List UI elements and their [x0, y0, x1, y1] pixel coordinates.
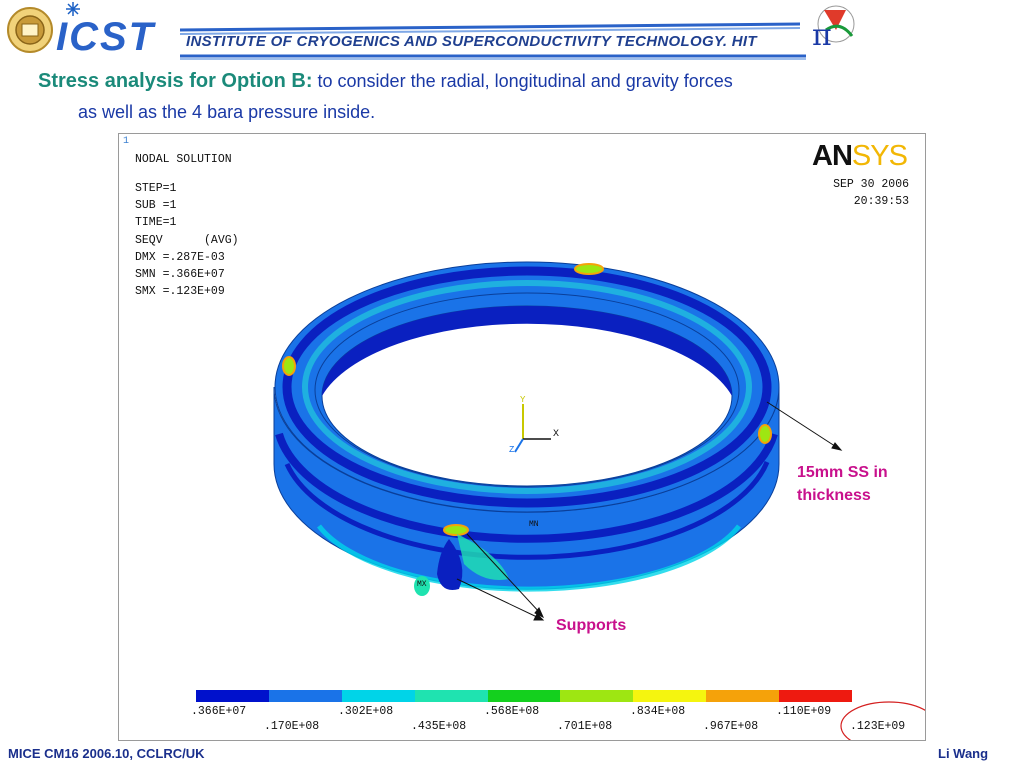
slide-title-line2: as well as the 4 bara pressure inside. — [78, 102, 376, 122]
ring-stress-plot: Y X Z MN MX — [273, 261, 925, 740]
support-region — [457, 534, 509, 580]
solution-title: NODAL SOLUTION — [135, 153, 232, 166]
legend-tick-label: .967E+08 — [703, 720, 759, 733]
svg-text:ICST: ICST — [56, 15, 157, 59]
ansys-logo-sys: SYS — [851, 140, 908, 172]
pi-symbol: π — [812, 18, 832, 53]
legend-tick-label: .110E+09 — [776, 705, 832, 718]
param-dmx: DMX =.287E-03 — [135, 250, 225, 264]
axis-triad: Y X Z — [509, 395, 559, 455]
param-step: STEP=1 — [135, 182, 177, 195]
axis-z-label: Z — [509, 445, 515, 455]
slide-title-rest: to consider the radial, longitudinal and… — [312, 71, 733, 91]
institute-name: INSTITUTE OF CRYOGENICS AND SUPERCONDUCT… — [186, 33, 757, 50]
university-emblem-icon — [7, 7, 53, 53]
ring-wall-stripe — [275, 432, 778, 543]
legend-tick-label: .123E+09 — [850, 720, 906, 733]
legend-segment — [779, 690, 853, 702]
thickness-annotation: 15mm SS in thickness — [797, 461, 888, 507]
icst-logo-icon: ICST — [56, 15, 157, 59]
legend-tick-label: .170E+08 — [264, 720, 320, 733]
axis-x-label: X — [553, 429, 559, 440]
ring-inner-stripe — [322, 306, 732, 396]
param-smx: SMX =.123E+09 — [135, 285, 225, 299]
ansys-result-panel: 1 NODAL SOLUTION STEP=1 SUB =1 TIME=1 SE… — [118, 133, 926, 741]
ansys-logo: ANSYS — [812, 140, 908, 173]
ansys-date: SEP 30 2006 — [833, 178, 909, 191]
param-seqv: SEQV (AVG) — [135, 233, 239, 247]
ring-wall-stripe — [284, 461, 770, 560]
legend-segment — [196, 690, 269, 702]
banner-swoosh — [179, 22, 806, 60]
thickness-annotation-line2: thickness — [797, 487, 871, 504]
annotation-arrows — [456, 401, 843, 621]
banner-graphics: ICST — [7, 2, 855, 60]
legend-segment — [487, 690, 561, 702]
footer-author: Li Wang — [938, 746, 989, 761]
legend-segment — [633, 690, 707, 702]
legend-tick-label: .302E+08 — [338, 705, 394, 718]
thickness-annotation-line1: 15mm SS in — [797, 464, 888, 481]
legend-segment — [414, 690, 488, 702]
ansys-logo-an: AN — [812, 140, 853, 172]
ring-wall-stripe — [317, 524, 741, 592]
legend-segment — [706, 690, 780, 702]
support-region — [437, 539, 463, 590]
stress-hotspot — [443, 524, 469, 536]
color-legend-bar — [196, 690, 853, 702]
param-sub: SUB =1 — [135, 199, 177, 213]
supports-annotation: Supports — [556, 617, 627, 634]
min-marker: MN — [529, 520, 539, 529]
ring-rim-band — [282, 266, 772, 508]
legend-segment — [560, 690, 634, 702]
stress-hotspot — [282, 356, 296, 376]
ring-rim-band — [302, 280, 752, 494]
param-smn: SMN =.366E+07 — [135, 268, 225, 282]
slide-title: Stress analysis for Option B: to conside… — [38, 70, 733, 93]
ansys-timestamp: SEP 30 2006 20:39:53 — [809, 176, 909, 210]
axis-y-label: Y — [520, 395, 526, 405]
solution-params: STEP=1 SUB =1 TIME=1 SEQV (AVG) DMX =.28… — [135, 180, 239, 300]
legend-segment — [268, 690, 342, 702]
ansys-time: 20:39:53 — [853, 195, 909, 208]
max-marker: MX — [417, 580, 427, 589]
window-number: 1 — [123, 136, 130, 147]
param-time: TIME=1 — [135, 216, 177, 230]
slide-title-bold: Stress analysis for Option B: — [38, 70, 313, 92]
support-region — [414, 576, 430, 596]
legend-tick-label: .701E+08 — [557, 720, 613, 733]
legend-segment — [341, 690, 415, 702]
legend-tick-label: .366E+07 — [191, 705, 247, 718]
stress-hotspot — [574, 263, 604, 275]
snowflake-icon — [66, 2, 80, 16]
physics-emblem-icon — [817, 5, 855, 43]
legend-tick-label: .834E+08 — [630, 705, 686, 718]
legend-tick-label: .568E+08 — [484, 705, 540, 718]
header-banner: ICST π INSTITUTE OF CRYOGENICS AND SUPER… — [0, 0, 1024, 62]
stress-hotspot — [758, 424, 772, 444]
max-value-highlight — [840, 701, 925, 740]
legend-tick-label: .435E+08 — [411, 720, 467, 733]
footer-meeting: MICE CM16 2006.10, CCLRC/UK — [8, 746, 205, 761]
